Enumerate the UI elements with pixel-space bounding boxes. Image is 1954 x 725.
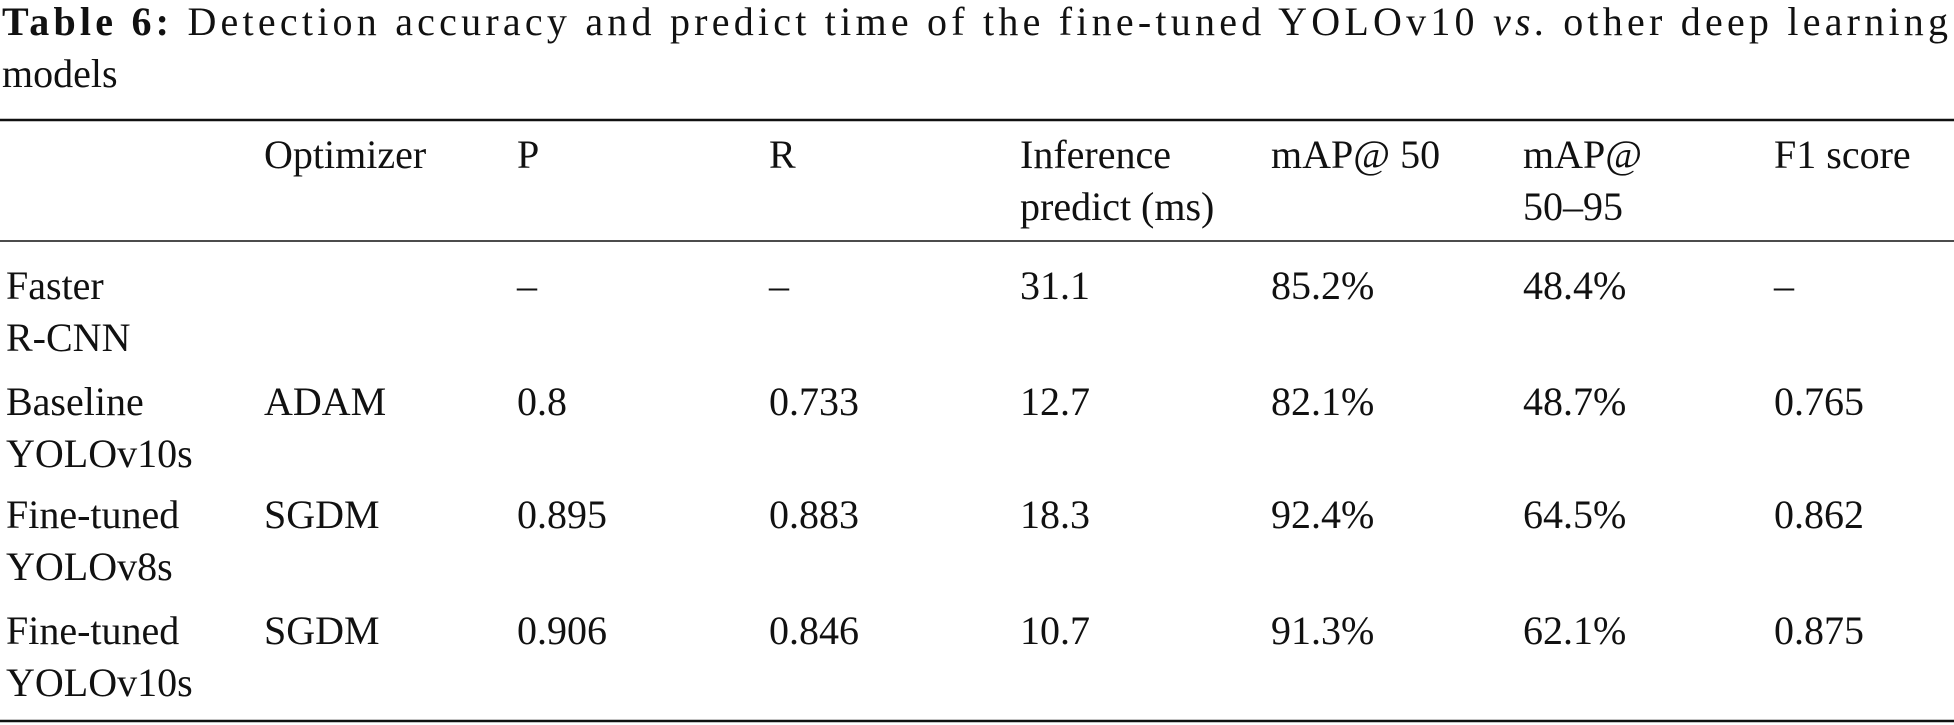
table-cell: YOLOv10s (6, 660, 193, 705)
table-cell: – (516, 263, 538, 308)
table-cell: 64.5% (1523, 492, 1626, 537)
table-cell: 0.875 (1774, 608, 1864, 653)
table-cell: 0.765 (1774, 379, 1864, 424)
table-cell: 62.1% (1523, 608, 1626, 653)
table-cell: 92.4% (1271, 492, 1374, 537)
caption-text: Detection accuracy and predict time of t… (187, 0, 1474, 44)
caption-text-end: other deep learning (1563, 0, 1948, 44)
header-cell: R (769, 132, 796, 177)
table-cell: 0.8 (517, 379, 567, 424)
header-cell: mAP@ (1523, 132, 1642, 177)
table-cell: 82.1% (1271, 379, 1374, 424)
table-cell: Fine-tuned (6, 492, 179, 537)
table-cell: ADAM (264, 379, 386, 424)
table-cell: 31.1 (1020, 263, 1090, 308)
table-cell: Faster (6, 263, 104, 308)
table-cell: 12.7 (1020, 379, 1090, 424)
caption-emphasis: vs. (1493, 0, 1545, 44)
header-cell: 50–95 (1523, 184, 1623, 229)
table-cell: 0.906 (517, 608, 607, 653)
table-cell: 0.883 (769, 492, 859, 537)
table-cell: 0.862 (1774, 492, 1864, 537)
header-cell: mAP@ 50 (1271, 132, 1440, 177)
table-cell: SGDM (264, 608, 380, 653)
table-cell: 0.846 (769, 608, 859, 653)
table-cell: 10.7 (1020, 608, 1090, 653)
header-cell: predict (ms) (1020, 184, 1214, 229)
caption-label: Table 6: (2, 0, 169, 44)
table-cell: YOLOv10s (6, 431, 193, 476)
header-cell: Inference (1020, 132, 1171, 177)
table-cell: 48.4% (1523, 263, 1626, 308)
header-cell: F1 score (1774, 132, 1911, 177)
table-cell: 0.895 (517, 492, 607, 537)
table-cell: – (768, 263, 790, 308)
table-cell: – (1773, 263, 1795, 308)
table-cell: Baseline (6, 379, 144, 424)
header-cell: P (517, 132, 539, 177)
table-cell: 91.3% (1271, 608, 1374, 653)
table-cell: YOLOv8s (6, 544, 173, 589)
table-cell: SGDM (264, 492, 380, 537)
caption-wrap: models (2, 51, 118, 96)
table-cell: 18.3 (1020, 492, 1090, 537)
header-cell: Optimizer (264, 132, 426, 177)
caption-line: Table 6: Detection accuracy and predict … (2, 0, 1948, 44)
table-cell: R-CNN (6, 315, 130, 360)
table-cell: 85.2% (1271, 263, 1374, 308)
table-cell: Fine-tuned (6, 608, 179, 653)
table-cell: 0.733 (769, 379, 859, 424)
table-cell: 48.7% (1523, 379, 1626, 424)
